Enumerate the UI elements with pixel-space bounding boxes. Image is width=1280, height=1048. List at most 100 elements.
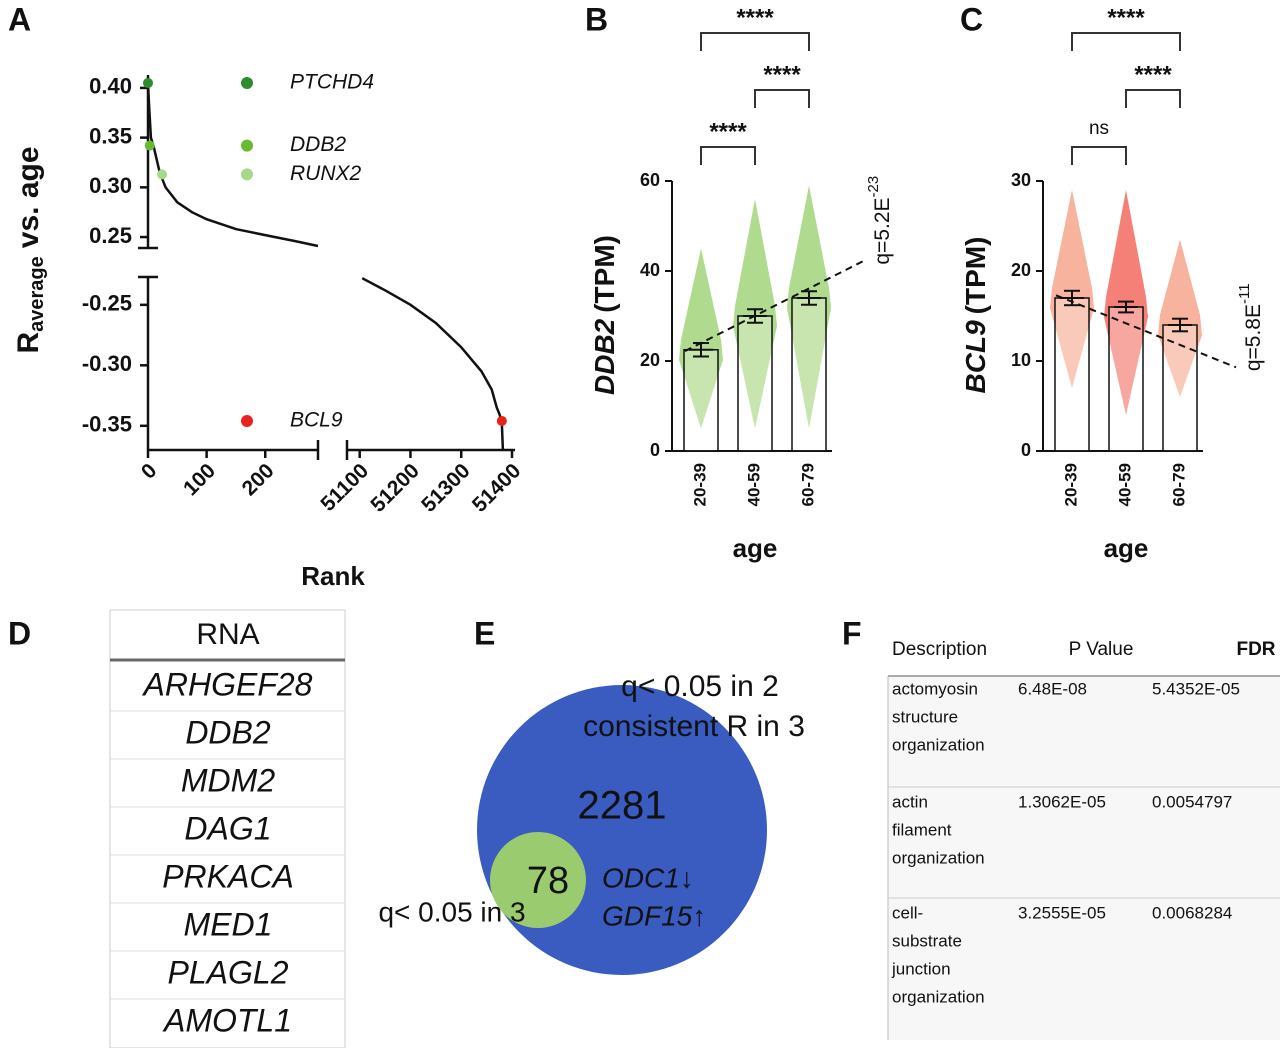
panel-label: C <box>960 1 983 37</box>
legend-label: PTCHD4 <box>290 71 374 94</box>
significance-label: **** <box>763 61 801 88</box>
q-exponent: -11 <box>1236 283 1253 304</box>
highlight-point <box>496 415 507 426</box>
table-cell: MDM2 <box>181 762 275 798</box>
y-tick-label: -0.35 <box>82 412 132 437</box>
set-count: 78 <box>527 860 569 902</box>
significance-label: **** <box>736 4 774 31</box>
y-tick-label: 20 <box>1011 260 1031 280</box>
significance-label: **** <box>709 118 747 145</box>
table-cell: cell- <box>892 903 923 922</box>
table-cell: 6.48E-08 <box>1018 679 1087 698</box>
table-header: RNA <box>196 618 259 651</box>
y-tick-label: 40 <box>640 260 660 280</box>
table-cell: substrate <box>892 931 962 950</box>
bar <box>791 297 827 452</box>
table-bg <box>888 676 1280 1040</box>
trend-line <box>1055 294 1237 369</box>
table-cell: DDB2 <box>185 714 271 750</box>
significance-label: **** <box>1107 4 1145 31</box>
panel-label: E <box>474 615 495 651</box>
y-tick-label: 60 <box>640 170 660 190</box>
y-tick-label: 10 <box>1011 350 1031 370</box>
x-tick-label: 51400 <box>468 459 526 517</box>
point-cloud <box>1050 190 1094 388</box>
q-value: q=5.8E-11 <box>1236 283 1265 371</box>
x-tick-label: 200 <box>238 459 279 500</box>
legend-marker <box>241 414 253 427</box>
y-tick-label: 0.30 <box>89 173 132 198</box>
y-title-unit: (TPM) <box>589 235 620 313</box>
legend-marker <box>241 168 253 181</box>
q-label: q=5.2E <box>871 197 894 264</box>
table-cell: DAG1 <box>184 810 271 846</box>
significance-bracket <box>1071 32 1181 51</box>
y-tick-label: 30 <box>1011 170 1031 190</box>
highlight-point <box>143 77 153 88</box>
bar <box>1162 324 1198 452</box>
table-cell: actomyosin <box>892 679 978 698</box>
x-tick-label: 40-59 <box>1115 463 1134 506</box>
legend-marker <box>241 76 253 89</box>
y-tick-label: 0 <box>650 440 660 460</box>
highlight-point <box>157 169 168 180</box>
set-count: 2281 <box>578 784 667 828</box>
y-axis-title: BCL9 (TPM) <box>960 237 991 394</box>
x-tick-label: 51200 <box>366 459 424 517</box>
set-label: q< 0.05 in 2 <box>621 670 779 703</box>
y-tick-label: -0.25 <box>82 291 132 316</box>
gene-label: ODC1↓ <box>602 862 694 893</box>
table-cell: ARHGEF28 <box>142 666 313 702</box>
legend-label: RUNX2 <box>290 162 362 185</box>
legend-label: DDB2 <box>290 133 346 156</box>
table-cell: PRKACA <box>162 858 294 894</box>
x-axis-title: age <box>733 533 778 563</box>
y-tick-label: 0 <box>1021 440 1031 460</box>
table-cell: 5.4352E-05 <box>1152 679 1240 698</box>
y-axis-title: DDB2 (TPM) <box>589 235 620 395</box>
x-tick-label: 20-39 <box>690 463 709 506</box>
panel-label: D <box>8 615 31 651</box>
significance-bracket <box>700 32 810 51</box>
significance-bracket <box>700 146 756 165</box>
bar <box>683 349 719 452</box>
y-tick-label: -0.30 <box>82 351 132 376</box>
x-tick-label: 20-39 <box>1061 463 1080 506</box>
x-tick-label: 51100 <box>316 459 373 516</box>
y-tick-label: 0.35 <box>89 123 132 148</box>
bar <box>1108 306 1144 452</box>
y-tick-label: 0.40 <box>89 74 132 99</box>
y-title-sub: average <box>26 256 48 332</box>
q-label: q=5.8E <box>1242 304 1265 371</box>
table-cell: 3.2555E-05 <box>1018 903 1106 922</box>
x-tick-label: 40-59 <box>744 463 763 506</box>
y-title-main: R <box>12 332 45 354</box>
x-axis-title: Rank <box>301 561 365 591</box>
column-header: FDR <box>1236 639 1275 660</box>
panel-label: B <box>585 1 608 37</box>
x-tick-label: 100 <box>179 459 220 500</box>
point-cloud <box>679 248 723 429</box>
significance-label: ns <box>1089 118 1109 139</box>
x-tick-label: 60-79 <box>1169 463 1188 506</box>
y-title-gene: DDB2 <box>589 318 620 395</box>
x-tick-label: 60-79 <box>798 463 817 506</box>
q-value: q=5.2E-23 <box>865 176 894 265</box>
table-cell: organization <box>892 987 985 1006</box>
y-tick-label: 0.25 <box>89 223 132 248</box>
table-cell: organization <box>892 848 985 867</box>
table-cell: filament <box>892 820 952 839</box>
x-tick-label: 0 <box>137 459 162 484</box>
highlight-point <box>144 140 155 151</box>
column-header: Description <box>892 639 987 660</box>
trend-line <box>684 259 866 352</box>
panel-label: A <box>8 1 31 37</box>
table-cell: 1.3062E-05 <box>1018 792 1106 811</box>
q-exponent: -23 <box>865 176 882 198</box>
inner-set <box>490 832 586 928</box>
set-label: consistent R in 3 <box>583 710 805 743</box>
panel-label: F <box>842 615 862 651</box>
table-cell: actin <box>892 792 928 811</box>
significance-bracket <box>1071 146 1127 165</box>
